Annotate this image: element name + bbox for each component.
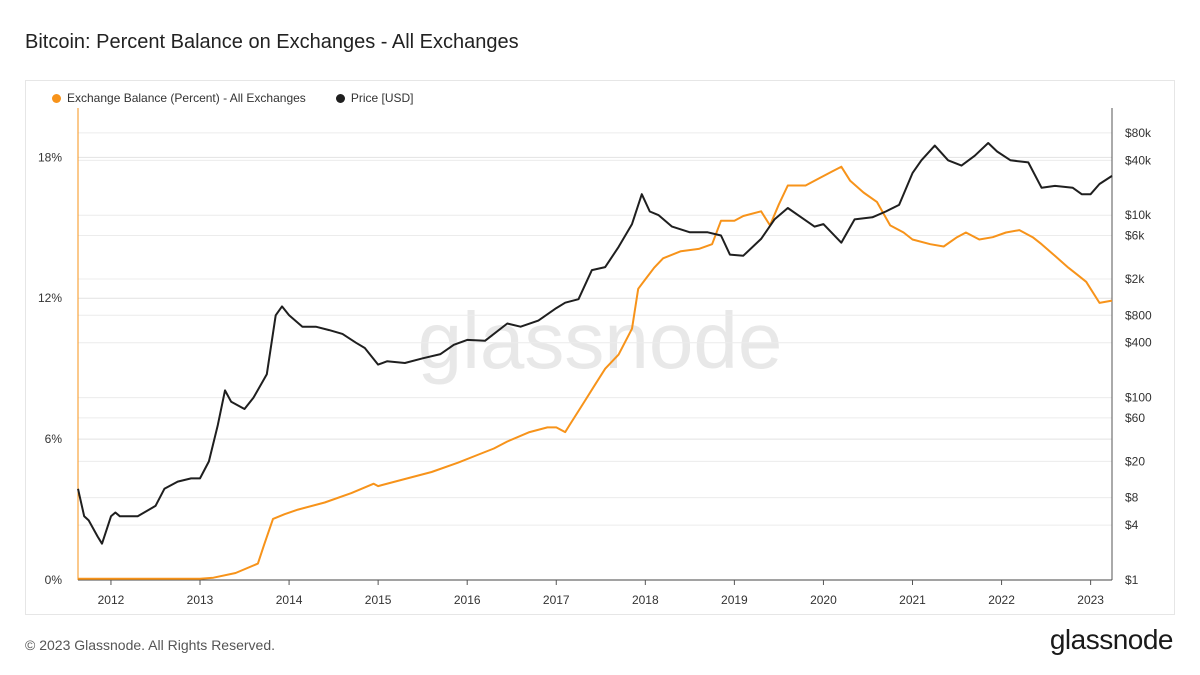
x-tick-label: 2014 (276, 593, 303, 607)
y-right-tick-label: $40k (1125, 153, 1152, 167)
copyright-text: © 2023 Glassnode. All Rights Reserved. (25, 637, 276, 653)
y-left-tick-label: 12% (38, 291, 62, 305)
legend-label-balance: Exchange Balance (Percent) - All Exchang… (67, 91, 306, 105)
x-tick-label: 2020 (810, 593, 837, 607)
chart-frame (25, 80, 1175, 615)
y-right-tick-label: $4 (1125, 518, 1139, 532)
y-right-tick-label: $60 (1125, 411, 1145, 425)
x-tick-label: 2021 (899, 593, 926, 607)
chart-title: Bitcoin: Percent Balance on Exchanges - … (25, 31, 519, 53)
glassnode-logo: glassnode (1049, 624, 1174, 655)
y-right-tick-label: $8 (1125, 491, 1139, 505)
x-tick-label: 2022 (988, 593, 1015, 607)
y-right-tick-label: $6k (1125, 228, 1145, 242)
y-left-tick-label: 6% (45, 432, 63, 446)
x-tick-label: 2012 (98, 593, 125, 607)
series-line-exchange-balance (78, 165, 1113, 580)
y-right-tick-label: $800 (1125, 308, 1152, 322)
x-tick-label: 2018 (632, 593, 659, 607)
x-tick-label: 2015 (365, 593, 392, 607)
x-tick-label: 2017 (543, 593, 570, 607)
legend-label-price: Price [USD] (350, 91, 414, 105)
y-left-tick-label: 0% (45, 573, 63, 587)
x-tick-label: 2023 (1077, 593, 1104, 607)
x-tick-label: 2013 (187, 593, 214, 607)
y-right-tick-label: $20 (1125, 454, 1145, 468)
x-tick-label: 2019 (721, 593, 748, 607)
legend-dot-balance (52, 93, 61, 103)
series-line-price (77, 142, 1113, 545)
y-right-tick-label: $400 (1125, 336, 1152, 350)
legend-item-price[interactable]: Price [USD] (335, 91, 414, 105)
chart-legend: Exchange Balance (Percent) - All Exchang… (52, 91, 414, 105)
y-right-tick-label: $2k (1125, 272, 1145, 286)
y-right-tick-label: $10k (1125, 208, 1152, 222)
y-right-tick-label: $1 (1125, 573, 1139, 587)
y-right-tick-label: $100 (1125, 391, 1152, 405)
y-right-tick-label: $80k (1125, 126, 1152, 140)
legend-dot-price (335, 93, 345, 103)
y-left-tick-label: 18% (38, 150, 62, 164)
legend-item-balance[interactable]: Exchange Balance (Percent) - All Exchang… (52, 91, 306, 105)
x-tick-label: 2016 (454, 593, 481, 607)
